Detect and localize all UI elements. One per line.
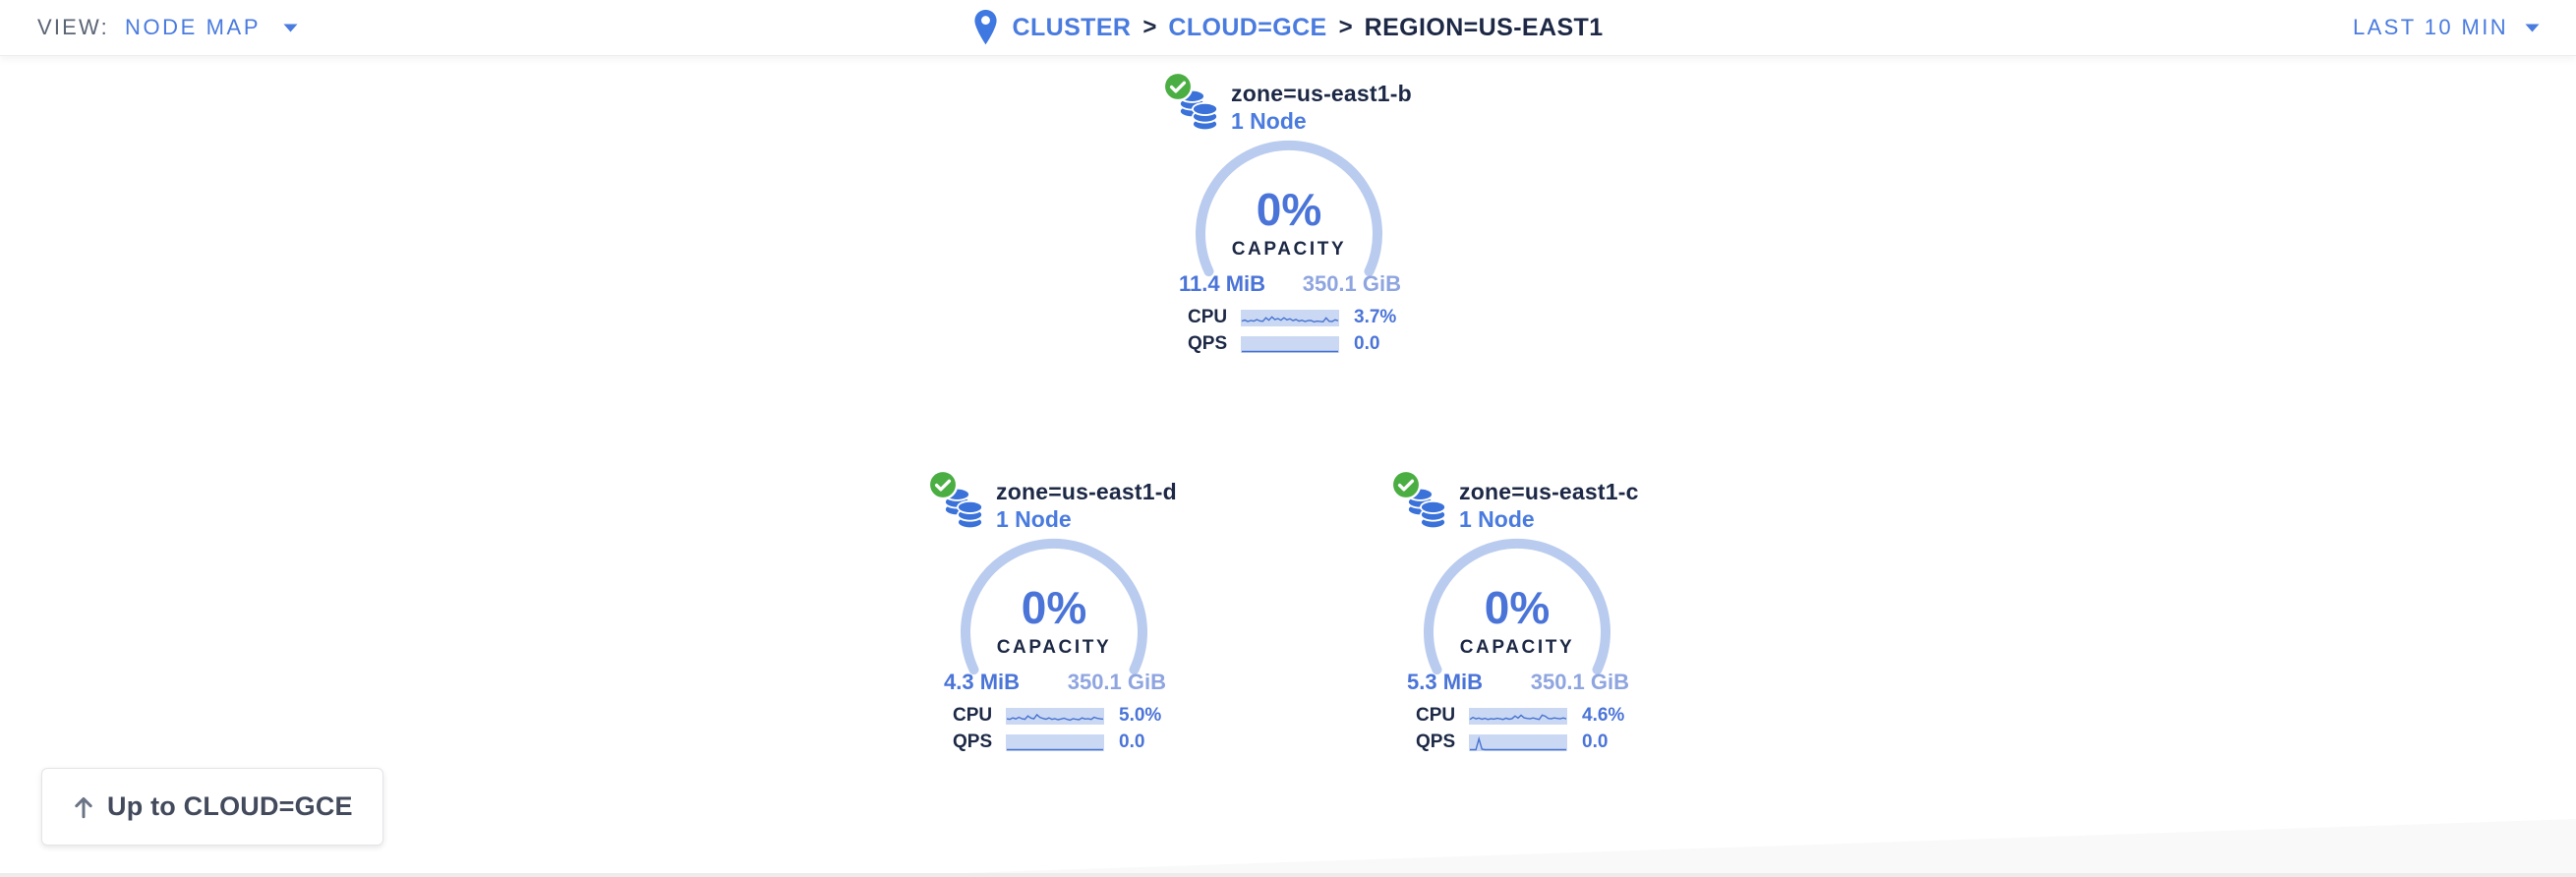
breadcrumb-region-current: REGION=US-EAST1 xyxy=(1364,13,1604,41)
bottom-divider xyxy=(0,873,2576,877)
qps-value: 0.0 xyxy=(1119,731,1145,752)
cpu-sparkline xyxy=(1469,707,1567,725)
capacity-gauge: 0% CAPACITY xyxy=(1186,140,1392,287)
zone-card-us-east1-c[interactable]: zone=us-east1-c 1 Node 0% CAPACITY 5.3 M… xyxy=(1370,459,1665,764)
map-background-wedge xyxy=(964,819,2576,873)
capacity-values: 4.3 MiB 350.1 GiB xyxy=(944,670,1166,695)
qps-sparkline xyxy=(1241,335,1339,353)
time-range-dropdown[interactable]: LAST 10 MIN xyxy=(2353,0,2541,55)
map-pin-icon xyxy=(974,10,997,45)
cpu-metric-row: CPU 4.6% xyxy=(1416,705,1625,726)
capacity-label: CAPACITY xyxy=(996,637,1112,658)
health-check-icon xyxy=(1162,71,1194,102)
capacity-total: 350.1 GiB xyxy=(1530,670,1629,694)
qps-metric-row: QPS 0.0 xyxy=(953,731,1145,752)
chevron-down-icon xyxy=(2524,23,2541,33)
up-button-label: Up to CLOUD=GCE xyxy=(107,791,353,821)
cpu-sparkline xyxy=(1006,707,1104,725)
zone-name: zone=us-east1-b xyxy=(1231,81,1412,106)
qps-value: 0.0 xyxy=(1354,333,1380,354)
zone-card-us-east1-d[interactable]: zone=us-east1-d 1 Node 0% CAPACITY 4.3 M… xyxy=(907,459,1201,764)
breadcrumb-cloud-gce[interactable]: CLOUD=GCE xyxy=(1168,13,1327,41)
gauge-arc xyxy=(961,538,1147,675)
arrow-up-icon xyxy=(75,796,92,818)
cpu-metric-row: CPU 3.7% xyxy=(1188,307,1397,327)
gauge-arc xyxy=(1424,538,1610,675)
view-label: VIEW: xyxy=(37,15,109,39)
cpu-label: CPU xyxy=(1416,705,1456,726)
breadcrumb-separator: > xyxy=(1142,14,1157,40)
qps-label: QPS xyxy=(1416,731,1456,752)
zone-card-us-east1-b[interactable]: zone=us-east1-b 1 Node 0% CAPACITY 11.4 … xyxy=(1142,61,1436,366)
qps-metric-row: QPS 0.0 xyxy=(1416,731,1609,752)
capacity-values: 11.4 MiB 350.1 GiB xyxy=(1179,271,1401,297)
qps-sparkline xyxy=(1006,733,1104,751)
chevron-down-icon xyxy=(282,23,299,33)
cpu-label: CPU xyxy=(953,705,993,726)
capacity-percent: 0% xyxy=(1021,582,1087,633)
cpu-metric-row: CPU 5.0% xyxy=(953,705,1162,726)
zone-node-count: 1 Node xyxy=(1459,506,1535,532)
health-check-icon xyxy=(927,469,959,500)
qps-metric-row: QPS 0.0 xyxy=(1188,333,1380,354)
capacity-used: 4.3 MiB xyxy=(944,670,1021,694)
breadcrumb-separator: > xyxy=(1338,14,1353,40)
capacity-percent: 0% xyxy=(1256,184,1322,235)
capacity-percent: 0% xyxy=(1484,582,1551,633)
zone-node-count: 1 Node xyxy=(996,506,1072,532)
up-to-cloud-button[interactable]: Up to CLOUD=GCE xyxy=(41,768,383,846)
qps-value: 0.0 xyxy=(1582,731,1609,752)
qps-label: QPS xyxy=(953,731,993,752)
toolbar: VIEW: NODE MAP CLUSTER > CLOUD=GCE > REG… xyxy=(0,0,2576,56)
qps-sparkline xyxy=(1469,733,1567,751)
health-check-icon xyxy=(1390,469,1422,500)
capacity-gauge: 0% CAPACITY xyxy=(951,538,1157,685)
capacity-label: CAPACITY xyxy=(1459,637,1575,658)
capacity-total: 350.1 GiB xyxy=(1302,271,1401,296)
qps-label: QPS xyxy=(1188,333,1228,354)
view-selector-dropdown[interactable]: VIEW: NODE MAP xyxy=(37,0,299,55)
cpu-value: 5.0% xyxy=(1119,705,1162,726)
capacity-used: 11.4 MiB xyxy=(1179,271,1266,296)
breadcrumb-cluster[interactable]: CLUSTER xyxy=(1012,13,1132,41)
time-range-value: LAST 10 MIN xyxy=(2352,15,2508,39)
breadcrumb: CLUSTER > CLOUD=GCE > REGION=US-EAST1 xyxy=(972,0,1603,55)
capacity-gauge: 0% CAPACITY xyxy=(1414,538,1620,685)
zone-name: zone=us-east1-d xyxy=(996,479,1177,504)
cpu-value: 3.7% xyxy=(1354,307,1397,327)
cpu-label: CPU xyxy=(1188,307,1228,327)
zone-name: zone=us-east1-c xyxy=(1459,479,1639,504)
view-value: NODE MAP xyxy=(124,15,262,39)
cpu-sparkline xyxy=(1241,309,1339,326)
cpu-value: 4.6% xyxy=(1582,705,1625,726)
capacity-label: CAPACITY xyxy=(1231,239,1347,260)
database-stack-icon xyxy=(1178,88,1219,132)
gauge-arc xyxy=(1196,140,1382,277)
capacity-used: 5.3 MiB xyxy=(1407,670,1484,694)
capacity-values: 5.3 MiB 350.1 GiB xyxy=(1407,670,1629,695)
zone-node-count: 1 Node xyxy=(1231,108,1307,134)
capacity-total: 350.1 GiB xyxy=(1067,670,1166,694)
